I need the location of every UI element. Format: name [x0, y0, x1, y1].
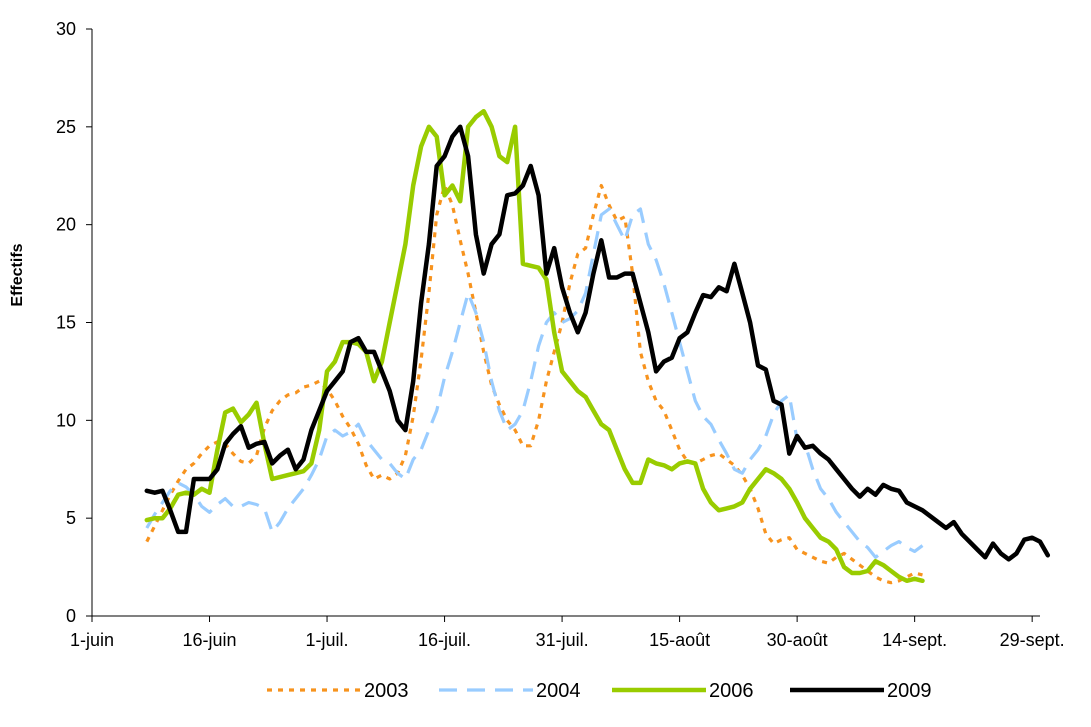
x-tick-label: 29-sept. — [1000, 630, 1065, 650]
y-tick-label: 25 — [56, 117, 76, 137]
x-tick-label: 1-juil. — [306, 630, 349, 650]
x-tick-label: 30-août — [767, 630, 828, 650]
legend: 2003 2004 2006 2009 — [267, 680, 932, 702]
x-tick-label: 16-juin — [182, 630, 236, 650]
series-line-2004 — [145, 207, 924, 559]
series-line-2006 — [144, 108, 925, 584]
x-tick-label: 31-juil. — [536, 630, 589, 650]
x-tick-label: 1-juin — [70, 630, 114, 650]
y-tick-label: 15 — [56, 313, 76, 333]
x-axis-ticks: 1-juin 16-juin 1-juil. 16-juil. 31-juil. 15-a… — [70, 616, 1065, 650]
legend-label-2006: 2006 — [709, 680, 754, 702]
y-axis-title: Effectifs — [9, 243, 26, 306]
plot-lines — [144, 108, 1051, 585]
series-line-2009 — [144, 124, 1051, 562]
y-tick-label: 10 — [56, 410, 76, 430]
x-tick-label: 15-août — [649, 630, 710, 650]
legend-label-2004: 2004 — [536, 680, 581, 702]
y-axis-ticks: 0 5 10 15 20 25 30 — [56, 19, 92, 626]
y-tick-label: 0 — [66, 606, 76, 626]
x-tick-label: 16-juil. — [418, 630, 471, 650]
x-tick-label: 14-sept. — [882, 630, 947, 650]
y-tick-label: 20 — [56, 215, 76, 235]
legend-label-2003: 2003 — [364, 680, 409, 702]
y-tick-label: 30 — [56, 19, 76, 39]
legend-label-2009: 2009 — [887, 680, 932, 702]
y-tick-label: 5 — [66, 508, 76, 528]
